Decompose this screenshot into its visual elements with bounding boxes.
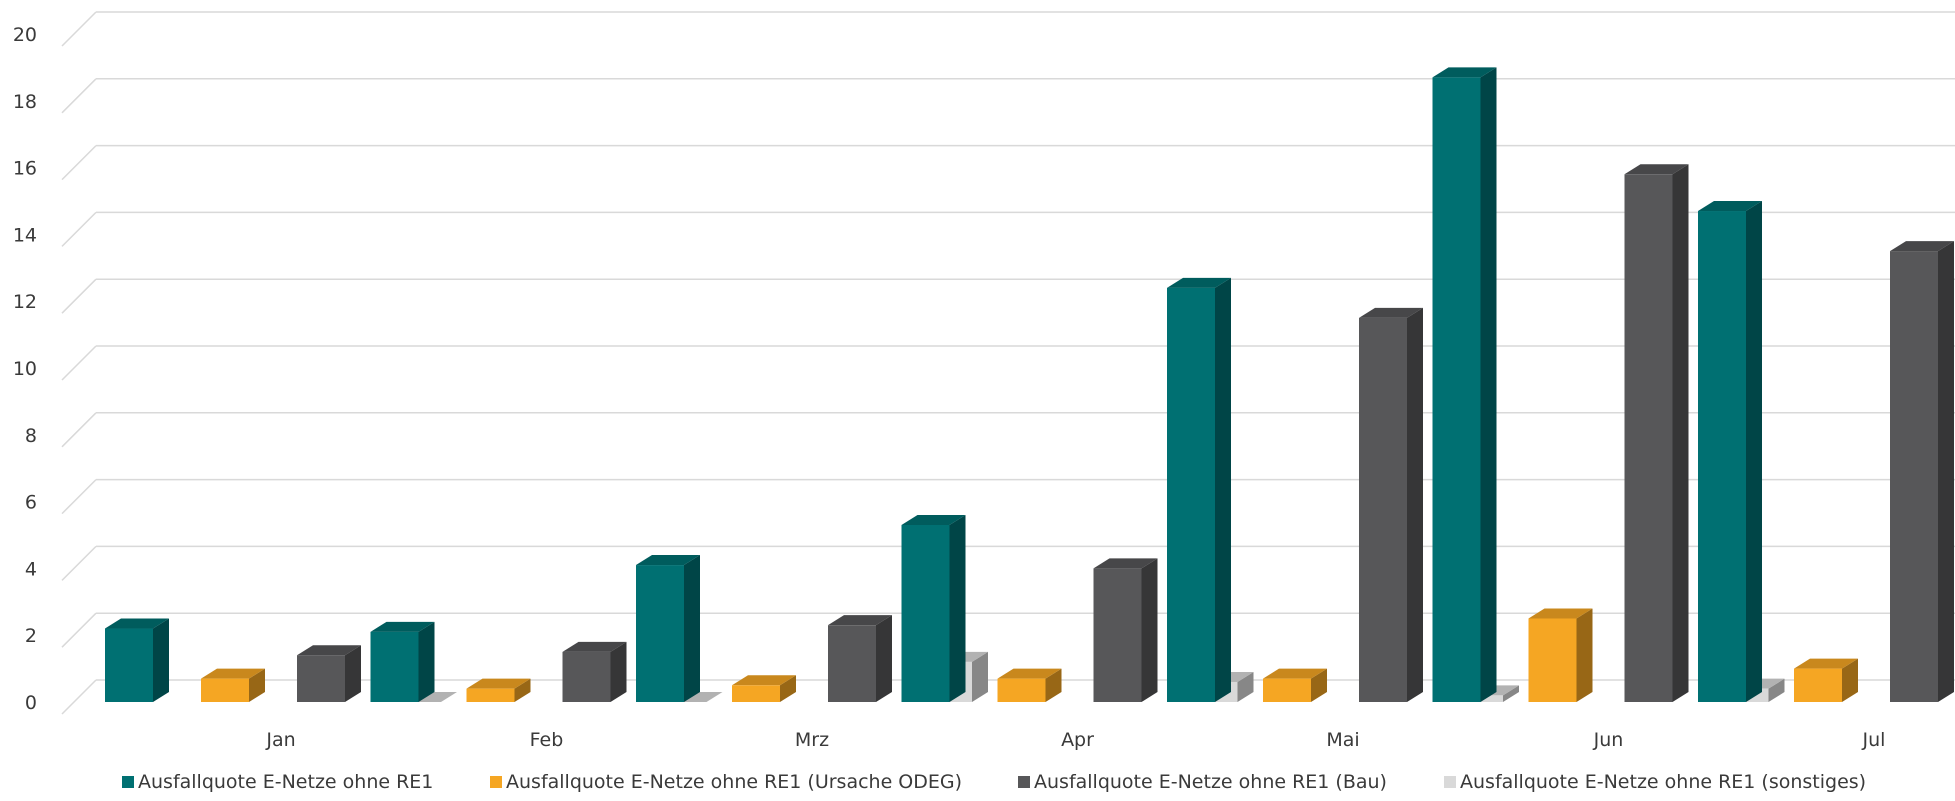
x-category-label: Jan — [265, 729, 295, 751]
x-category-label: Feb — [530, 729, 564, 751]
bar — [562, 641, 627, 702]
gridline-diagonal — [61, 345, 97, 381]
bar — [1698, 201, 1762, 702]
y-tick-label: 14 — [13, 224, 37, 246]
y-tick-label: 2 — [25, 625, 37, 647]
x-category-label: Mrz — [795, 729, 829, 751]
bar — [1359, 307, 1423, 702]
gridline-diagonal — [61, 612, 97, 648]
gridline-diagonal — [61, 145, 97, 181]
gridline-diagonal — [61, 412, 97, 448]
gridline-diagonal — [61, 479, 97, 515]
bar — [1167, 277, 1231, 702]
gridline-diagonal — [61, 679, 97, 715]
bar — [466, 678, 531, 702]
gridline-diagonal — [61, 278, 97, 314]
legend-swatch — [122, 776, 134, 788]
bar — [997, 668, 1062, 702]
gridline-diagonal — [61, 211, 97, 247]
y-tick-label: 0 — [25, 692, 37, 714]
legend-label: Ausfallquote E-Netze ohne RE1 — [138, 771, 434, 793]
bar — [828, 615, 892, 702]
bar — [1432, 67, 1497, 703]
bar — [732, 675, 796, 702]
gridline-diagonal — [61, 11, 97, 47]
y-tick-label: 10 — [13, 358, 37, 380]
x-category-label: Jun — [1593, 729, 1624, 751]
legend-label: Ausfallquote E-Netze ohne RE1 (sonstiges… — [1460, 771, 1867, 793]
bar — [297, 645, 361, 702]
y-tick-label: 18 — [13, 91, 37, 113]
y-tick-label: 16 — [13, 158, 37, 180]
bar — [636, 555, 700, 702]
legend: Ausfallquote E-Netze ohne RE1 Ausfallquot… — [0, 771, 1955, 797]
gridline-diagonal — [61, 78, 97, 114]
legend-item: Ausfallquote E-Netze ohne RE1 (Ursache O… — [490, 771, 962, 793]
x-category-label: Jul — [1862, 729, 1886, 751]
x-axis-categories: Jan Feb Mrz Apr Mai Jun Jul — [265, 729, 1885, 751]
gridline-diagonal — [61, 545, 97, 581]
legend-item: Ausfallquote E-Netze ohne RE1 (Bau) — [1018, 771, 1387, 793]
legend-item: Ausfallquote E-Netze ohne RE1 — [122, 771, 433, 793]
bar — [1890, 241, 1954, 702]
bar — [370, 621, 435, 702]
y-tick-label: 6 — [25, 492, 37, 514]
bars — [105, 67, 1954, 703]
bar — [105, 618, 169, 702]
bar — [901, 514, 966, 702]
bar — [1624, 164, 1689, 702]
y-tick-label: 8 — [25, 425, 37, 447]
bar — [1794, 658, 1858, 702]
bar — [1093, 558, 1158, 702]
y-tick-label: 20 — [13, 24, 37, 46]
y-axis-ticks: 0 2 4 6 8 10 12 14 16 18 20 — [13, 24, 37, 714]
legend-swatch — [1018, 776, 1030, 788]
legend-label: Ausfallquote E-Netze ohne RE1 (Ursache O… — [506, 771, 963, 793]
legend-swatch — [490, 776, 502, 788]
bar — [201, 668, 265, 702]
legend-item: Ausfallquote E-Netze ohne RE1 (sonstiges… — [1444, 771, 1866, 793]
x-category-label: Mai — [1326, 729, 1359, 751]
chart-svg: 0 2 4 6 8 10 12 14 16 18 20 Jan Feb Mrz Apr Mai Jun Jul — [13, 11, 1955, 751]
y-tick-label: 12 — [13, 291, 37, 313]
bar — [1263, 668, 1327, 702]
y-tick-label: 4 — [25, 558, 37, 580]
x-category-label: Apr — [1061, 729, 1094, 751]
legend-label: Ausfallquote E-Netze ohne RE1 (Bau) — [1034, 771, 1387, 793]
bar — [1528, 608, 1593, 702]
legend-swatch — [1444, 776, 1456, 788]
